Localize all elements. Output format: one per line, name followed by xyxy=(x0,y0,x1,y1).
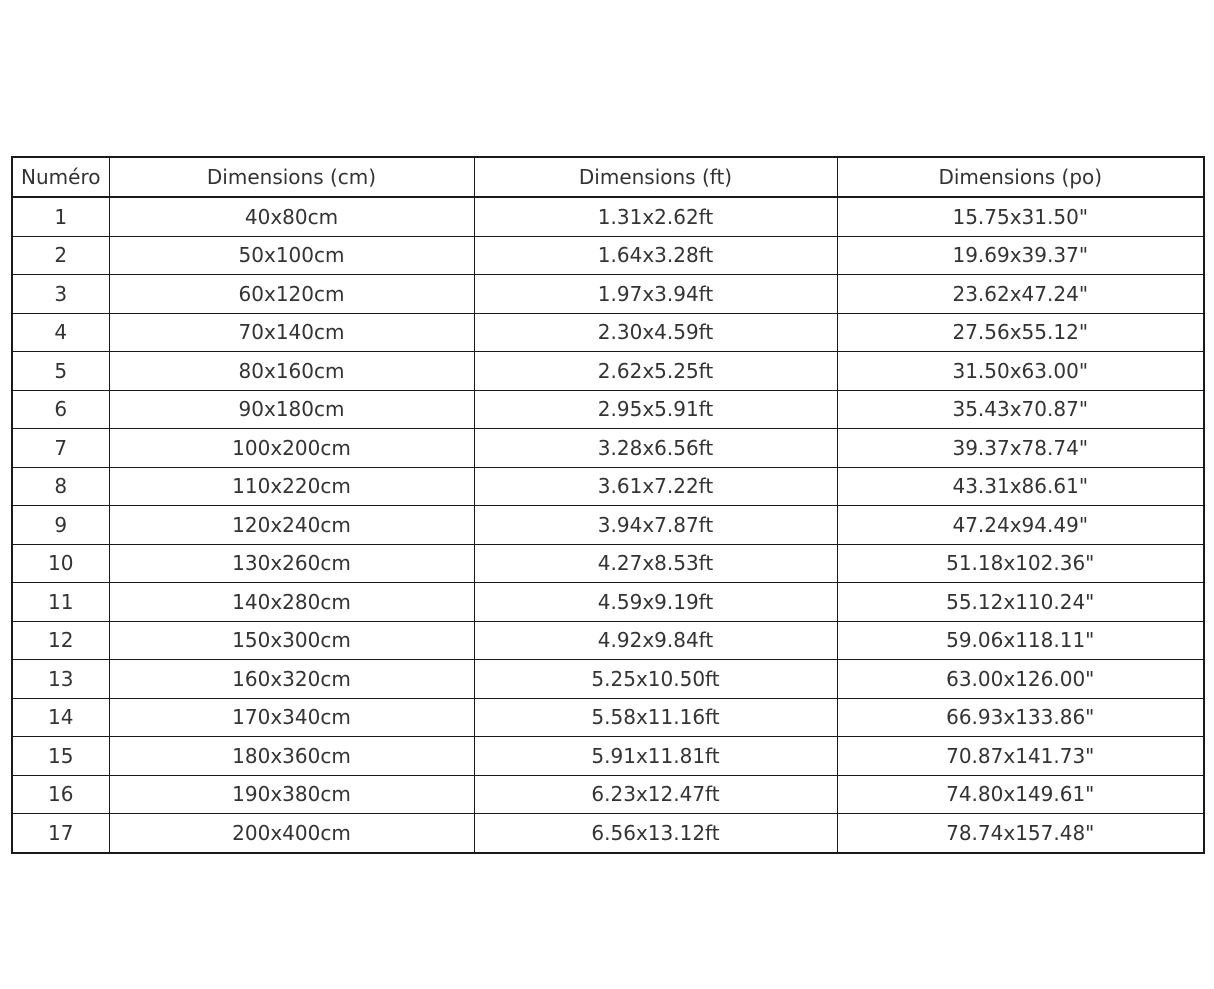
cell-dimensions-po: 47.24x94.49" xyxy=(836,505,1205,545)
table-row: 1 40x80cm 1.31x2.62ft 15.75x31.50" xyxy=(11,196,1205,237)
column-header-numero: Numéro xyxy=(11,156,110,198)
table-row: 12 150x300cm 4.92x9.84ft 59.06x118.11" xyxy=(11,620,1205,660)
cell-numero: 2 xyxy=(11,235,110,275)
table-body: 1 40x80cm 1.31x2.62ft 15.75x31.50" 2 50x100cm… xyxy=(11,196,1205,854)
cell-dimensions-ft: 6.56x13.12ft xyxy=(473,813,838,854)
cell-dimensions-po: 78.74x157.48" xyxy=(836,813,1205,854)
table-row: 14 170x340cm 5.58x11.16ft 66.93x133.86" xyxy=(11,697,1205,737)
cell-dimensions-po: 19.69x39.37" xyxy=(836,235,1205,275)
table-row: 11 140x280cm 4.59x9.19ft 55.12x110.24" xyxy=(11,582,1205,622)
column-header-dimensions-ft: Dimensions (ft) xyxy=(473,156,838,198)
cell-dimensions-po: 35.43x70.87" xyxy=(836,389,1205,429)
table-row: 6 90x180cm 2.95x5.91ft 35.43x70.87" xyxy=(11,389,1205,429)
cell-dimensions-cm: 50x100cm xyxy=(108,235,475,275)
table-header: Numéro Dimensions (cm) Dimensions (ft) D… xyxy=(11,156,1205,198)
cell-dimensions-cm: 190x380cm xyxy=(108,774,475,814)
cell-dimensions-cm: 120x240cm xyxy=(108,505,475,545)
cell-dimensions-cm: 80x160cm xyxy=(108,351,475,391)
cell-dimensions-po: 63.00x126.00" xyxy=(836,659,1205,699)
cell-dimensions-ft: 3.94x7.87ft xyxy=(473,505,838,545)
cell-numero: 14 xyxy=(11,697,110,737)
table-row: 16 190x380cm 6.23x12.47ft 74.80x149.61" xyxy=(11,774,1205,814)
cell-dimensions-po: 39.37x78.74" xyxy=(836,428,1205,468)
table-row: 10 130x260cm 4.27x8.53ft 51.18x102.36" xyxy=(11,543,1205,583)
cell-dimensions-ft: 4.27x8.53ft xyxy=(473,543,838,583)
cell-dimensions-po: 70.87x141.73" xyxy=(836,736,1205,776)
table-row: 13 160x320cm 5.25x10.50ft 63.00x126.00" xyxy=(11,659,1205,699)
cell-dimensions-po: 51.18x102.36" xyxy=(836,543,1205,583)
cell-dimensions-ft: 5.58x11.16ft xyxy=(473,697,838,737)
cell-numero: 10 xyxy=(11,543,110,583)
cell-dimensions-cm: 160x320cm xyxy=(108,659,475,699)
cell-dimensions-cm: 70x140cm xyxy=(108,312,475,352)
cell-numero: 7 xyxy=(11,428,110,468)
cell-dimensions-cm: 100x200cm xyxy=(108,428,475,468)
cell-numero: 4 xyxy=(11,312,110,352)
table-row: 4 70x140cm 2.30x4.59ft 27.56x55.12" xyxy=(11,312,1205,352)
cell-dimensions-ft: 6.23x12.47ft xyxy=(473,774,838,814)
table-row: 9 120x240cm 3.94x7.87ft 47.24x94.49" xyxy=(11,505,1205,545)
cell-dimensions-po: 23.62x47.24" xyxy=(836,274,1205,314)
table-row: 17 200x400cm 6.56x13.12ft 78.74x157.48" xyxy=(11,813,1205,854)
cell-dimensions-ft: 3.28x6.56ft xyxy=(473,428,838,468)
table-row: 15 180x360cm 5.91x11.81ft 70.87x141.73" xyxy=(11,736,1205,776)
cell-numero: 5 xyxy=(11,351,110,391)
size-table-container: Numéro Dimensions (cm) Dimensions (ft) D… xyxy=(11,156,1205,854)
cell-numero: 9 xyxy=(11,505,110,545)
cell-numero: 12 xyxy=(11,620,110,660)
cell-numero: 13 xyxy=(11,659,110,699)
cell-numero: 16 xyxy=(11,774,110,814)
cell-numero: 6 xyxy=(11,389,110,429)
cell-dimensions-ft: 5.25x10.50ft xyxy=(473,659,838,699)
cell-numero: 15 xyxy=(11,736,110,776)
cell-dimensions-cm: 130x260cm xyxy=(108,543,475,583)
cell-dimensions-po: 74.80x149.61" xyxy=(836,774,1205,814)
table-header-row: Numéro Dimensions (cm) Dimensions (ft) D… xyxy=(11,156,1205,198)
cell-dimensions-cm: 150x300cm xyxy=(108,620,475,660)
cell-dimensions-po: 59.06x118.11" xyxy=(836,620,1205,660)
cell-numero: 17 xyxy=(11,813,110,854)
cell-dimensions-cm: 200x400cm xyxy=(108,813,475,854)
cell-dimensions-ft: 3.61x7.22ft xyxy=(473,466,838,506)
cell-dimensions-po: 66.93x133.86" xyxy=(836,697,1205,737)
cell-dimensions-po: 31.50x63.00" xyxy=(836,351,1205,391)
cell-dimensions-ft: 1.64x3.28ft xyxy=(473,235,838,275)
cell-dimensions-cm: 140x280cm xyxy=(108,582,475,622)
cell-dimensions-ft: 4.59x9.19ft xyxy=(473,582,838,622)
cell-dimensions-cm: 180x360cm xyxy=(108,736,475,776)
cell-dimensions-ft: 2.95x5.91ft xyxy=(473,389,838,429)
cell-dimensions-po: 27.56x55.12" xyxy=(836,312,1205,352)
column-header-dimensions-cm: Dimensions (cm) xyxy=(108,156,475,198)
cell-dimensions-ft: 4.92x9.84ft xyxy=(473,620,838,660)
table-row: 2 50x100cm 1.64x3.28ft 19.69x39.37" xyxy=(11,235,1205,275)
cell-numero: 1 xyxy=(11,196,110,237)
table-row: 7 100x200cm 3.28x6.56ft 39.37x78.74" xyxy=(11,428,1205,468)
table-row: 5 80x160cm 2.62x5.25ft 31.50x63.00" xyxy=(11,351,1205,391)
cell-dimensions-cm: 170x340cm xyxy=(108,697,475,737)
dimensions-table: Numéro Dimensions (cm) Dimensions (ft) D… xyxy=(11,156,1205,854)
cell-dimensions-cm: 40x80cm xyxy=(108,196,475,237)
cell-dimensions-po: 43.31x86.61" xyxy=(836,466,1205,506)
table-row: 8 110x220cm 3.61x7.22ft 43.31x86.61" xyxy=(11,466,1205,506)
cell-dimensions-ft: 1.97x3.94ft xyxy=(473,274,838,314)
cell-dimensions-po: 15.75x31.50" xyxy=(836,196,1205,237)
column-header-dimensions-po: Dimensions (po) xyxy=(836,156,1205,198)
cell-numero: 11 xyxy=(11,582,110,622)
cell-dimensions-cm: 90x180cm xyxy=(108,389,475,429)
cell-numero: 8 xyxy=(11,466,110,506)
cell-dimensions-po: 55.12x110.24" xyxy=(836,582,1205,622)
cell-dimensions-ft: 1.31x2.62ft xyxy=(473,196,838,237)
cell-dimensions-ft: 2.62x5.25ft xyxy=(473,351,838,391)
cell-dimensions-ft: 2.30x4.59ft xyxy=(473,312,838,352)
cell-dimensions-cm: 60x120cm xyxy=(108,274,475,314)
cell-dimensions-cm: 110x220cm xyxy=(108,466,475,506)
cell-dimensions-ft: 5.91x11.81ft xyxy=(473,736,838,776)
table-row: 3 60x120cm 1.97x3.94ft 23.62x47.24" xyxy=(11,274,1205,314)
cell-numero: 3 xyxy=(11,274,110,314)
